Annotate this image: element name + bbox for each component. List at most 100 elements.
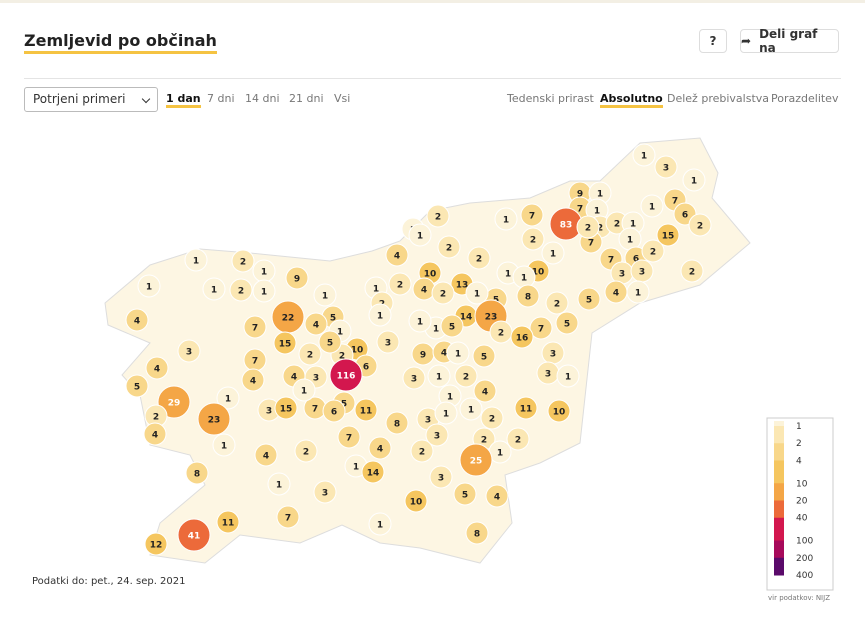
legend-label: 4 <box>796 456 802 466</box>
municipality-value: 1 <box>635 289 641 299</box>
municipality-value: 7 <box>577 205 583 215</box>
municipality-value: 10 <box>424 270 437 280</box>
municipality-value: 9 <box>577 190 583 200</box>
period-option[interactable]: 7 dni <box>207 92 235 105</box>
municipality <box>576 215 600 239</box>
municipality <box>412 277 436 301</box>
municipality-value: 1 <box>521 274 527 284</box>
municipality-value: 7 <box>252 324 258 334</box>
municipality <box>257 398 281 422</box>
period-option[interactable]: 21 dni <box>289 92 324 105</box>
period-option[interactable]: Vsi <box>334 92 351 105</box>
municipality <box>304 365 328 389</box>
municipality-value: 1 <box>193 257 199 267</box>
mode-option[interactable]: Tedenski prirast <box>507 92 594 105</box>
municipality-value: 10 <box>553 408 566 418</box>
municipality <box>229 278 253 302</box>
municipality <box>485 484 509 508</box>
municipality <box>434 401 458 425</box>
legend-label: 10 <box>796 479 808 489</box>
municipality-value: 1 <box>373 285 379 295</box>
municipality <box>332 391 356 415</box>
municipality-value: 8 <box>194 470 200 480</box>
municipality <box>579 230 603 254</box>
municipality <box>489 320 513 344</box>
municipality <box>472 344 496 368</box>
municipality-value: 2 <box>339 352 345 362</box>
municipality-value: 2 <box>585 224 591 234</box>
separator <box>24 78 841 79</box>
municipality <box>465 521 489 545</box>
legend-swatch <box>774 517 784 542</box>
municipality-value: 9 <box>420 351 426 361</box>
municipality <box>416 407 440 431</box>
municipality <box>656 223 680 247</box>
municipality <box>425 423 449 447</box>
municipality-value: 2 <box>397 281 403 291</box>
municipality-value: 8 <box>474 530 480 540</box>
municipality-value: 4 <box>394 252 400 262</box>
share-button[interactable]: ➦ Deli graf na <box>740 27 839 55</box>
municipality <box>376 330 400 354</box>
municipality <box>144 404 168 428</box>
municipality-value: 1 <box>597 190 603 200</box>
municipality <box>465 281 489 305</box>
select-label: Potrjeni primeri <box>33 92 126 106</box>
legend-label: 20 <box>796 497 808 507</box>
municipality-value: 1 <box>641 152 647 162</box>
municipality-value: 1 <box>594 207 600 217</box>
municipality-value: 3 <box>438 474 444 484</box>
municipality <box>241 368 265 392</box>
period-option[interactable]: 14 dni <box>245 92 280 105</box>
municipality-value: 1 <box>433 325 439 335</box>
municipality <box>459 397 483 421</box>
municipality-value: 3 <box>411 375 417 385</box>
municipality-value: 7 <box>672 197 678 207</box>
municipality-value: 7 <box>538 325 544 335</box>
municipality <box>547 399 571 423</box>
municipality <box>641 239 665 263</box>
municipality-value: 83 <box>560 221 573 231</box>
municipality-value: 7 <box>608 256 614 266</box>
municipality <box>454 364 478 388</box>
municipality-value: 13 <box>456 281 469 291</box>
municipality-value: 1 <box>377 521 383 531</box>
mode-option[interactable]: Porazdelitev <box>771 92 839 105</box>
help-button[interactable]: ? <box>699 29 727 53</box>
municipality <box>494 207 518 231</box>
metric-select[interactable]: Potrjeni primeri <box>24 87 158 112</box>
legend-label: 100 <box>796 537 813 547</box>
municipality-value: 2 <box>419 448 425 458</box>
source: vir podatkov: NIJZ <box>768 594 830 602</box>
municipality-value: 5 <box>327 339 333 349</box>
mode-option[interactable]: Delež prebivalstva <box>667 92 770 105</box>
municipality-value: 3 <box>266 407 272 417</box>
period-option[interactable]: 1 dan <box>166 92 201 108</box>
municipality-value: 4 <box>494 493 500 503</box>
municipality-value: 4 <box>154 365 160 375</box>
municipality <box>516 284 540 308</box>
municipality-value: 1 <box>417 232 423 242</box>
municipality <box>368 436 392 460</box>
municipality-value: 1 <box>417 318 423 328</box>
legend-label: 40 <box>796 514 808 524</box>
municipality-value: 15 <box>279 340 292 350</box>
municipality-value: 4 <box>421 286 427 296</box>
municipality-value: 2 <box>515 436 521 446</box>
municipality <box>432 340 456 364</box>
municipality <box>588 215 612 239</box>
municipality-value: 1 <box>301 387 307 397</box>
municipality-value: 2 <box>476 255 482 265</box>
municipality <box>437 235 461 259</box>
municipality <box>514 396 538 420</box>
municipality <box>184 248 208 272</box>
municipality <box>276 505 300 529</box>
municipality <box>626 280 650 304</box>
municipality <box>568 181 592 205</box>
municipality <box>680 259 704 283</box>
municipality <box>177 518 211 552</box>
municipality-value: 3 <box>322 489 328 499</box>
municipality <box>285 266 309 290</box>
mode-option[interactable]: Absolutno <box>600 92 663 108</box>
municipality <box>427 364 451 388</box>
